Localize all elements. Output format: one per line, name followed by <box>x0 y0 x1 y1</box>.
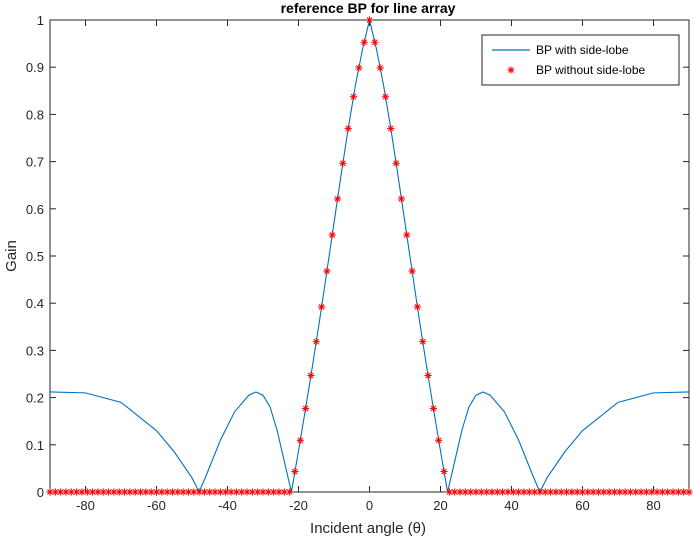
star-marker <box>381 93 390 101</box>
star-marker <box>435 436 443 444</box>
star-marker <box>557 488 565 496</box>
star-marker <box>286 488 294 496</box>
plot-area: -80 -60 -40 -20 0 20 40 60 80 0 0.1 0.2 0.3 0.4 0.5 0.… <box>26 13 693 513</box>
x-axis: -80 -60 -40 -20 0 20 40 60 80 <box>76 20 661 513</box>
star-marker <box>120 488 129 496</box>
y-tick-label: 0.6 <box>26 202 44 217</box>
y-axis: 0 0.1 0.2 0.3 0.4 0.5 0.6 0.7 0.8 0.9 1 <box>26 13 689 500</box>
y-tick-label: 0.5 <box>26 249 44 264</box>
x-tick-label: 60 <box>575 498 589 513</box>
star-marker <box>392 159 400 167</box>
x-tick-label: 80 <box>646 498 660 513</box>
x-tick-label: -20 <box>289 498 308 513</box>
star-marker <box>408 267 416 275</box>
y-tick-label: 0.3 <box>26 343 44 358</box>
star-marker <box>280 488 288 496</box>
star-marker <box>472 488 480 496</box>
star-marker <box>349 93 358 101</box>
series-bp-without-side-lobe <box>46 16 693 496</box>
star-marker <box>429 404 437 413</box>
star-marker <box>163 488 171 496</box>
star-marker <box>626 488 635 496</box>
star-marker <box>507 66 515 74</box>
y-tick-label: 0.2 <box>26 391 44 406</box>
chart-title: reference BP for line array <box>281 0 456 16</box>
star-marker <box>403 231 411 239</box>
star-marker <box>419 338 427 346</box>
legend-star-marker-icon <box>507 66 515 74</box>
star-marker <box>291 467 299 476</box>
star-marker <box>424 371 432 380</box>
star-marker <box>397 195 406 203</box>
x-tick-label: 20 <box>433 498 447 513</box>
y-tick-label: 0 <box>37 485 44 500</box>
x-tick-label: 0 <box>366 498 373 513</box>
star-marker <box>317 303 326 311</box>
star-marker <box>552 488 560 496</box>
legend-entry-without-side-lobe: BP without side-lobe <box>536 63 646 77</box>
star-marker <box>302 404 310 413</box>
star-marker <box>339 159 347 167</box>
star-marker <box>440 467 448 476</box>
star-marker <box>296 436 304 444</box>
star-marker <box>360 38 368 46</box>
star-marker <box>355 64 363 72</box>
star-marker <box>621 488 629 496</box>
star-marker <box>562 488 571 496</box>
star-marker <box>323 267 331 275</box>
star-marker <box>131 488 139 496</box>
star-marker <box>467 488 475 496</box>
x-axis-label: Incident angle (θ) <box>310 520 426 537</box>
star-marker <box>653 488 661 496</box>
star-marker <box>312 338 320 346</box>
legend-box <box>481 34 680 86</box>
axes-box <box>49 19 690 493</box>
star-marker <box>222 488 230 496</box>
y-axis-label: Gain <box>3 240 20 272</box>
star-marker <box>200 488 209 496</box>
x-tick-label: 40 <box>504 498 518 513</box>
star-marker <box>387 124 395 133</box>
star-marker <box>365 16 374 24</box>
star-marker <box>445 488 453 496</box>
x-tick-label: -60 <box>147 498 166 513</box>
star-marker <box>371 38 379 46</box>
star-marker <box>328 231 336 239</box>
star-marker <box>685 488 693 496</box>
legend-entry-with-side-lobe: BP with side-lobe <box>536 43 629 57</box>
legend: BP with side-lobe BP without side-lobe <box>481 34 680 86</box>
star-marker <box>344 124 352 133</box>
y-tick-label: 0.9 <box>26 60 44 75</box>
star-marker <box>307 371 315 380</box>
star-marker <box>126 488 134 496</box>
star-marker <box>413 303 422 311</box>
star-marker <box>333 195 342 203</box>
x-tick-label: -80 <box>76 498 95 513</box>
star-marker <box>642 488 650 496</box>
y-tick-label: 0.8 <box>26 107 44 122</box>
y-tick-label: 0.7 <box>26 155 44 170</box>
y-tick-label: 0.1 <box>26 438 44 453</box>
star-marker <box>190 488 198 496</box>
y-tick-label: 1 <box>37 13 44 28</box>
x-tick-label: -40 <box>218 498 237 513</box>
y-tick-label: 0.4 <box>26 296 44 311</box>
star-marker <box>488 488 496 496</box>
star-marker <box>451 488 459 496</box>
star-marker <box>605 488 613 496</box>
star-marker <box>376 64 384 72</box>
star-marker <box>99 488 107 496</box>
